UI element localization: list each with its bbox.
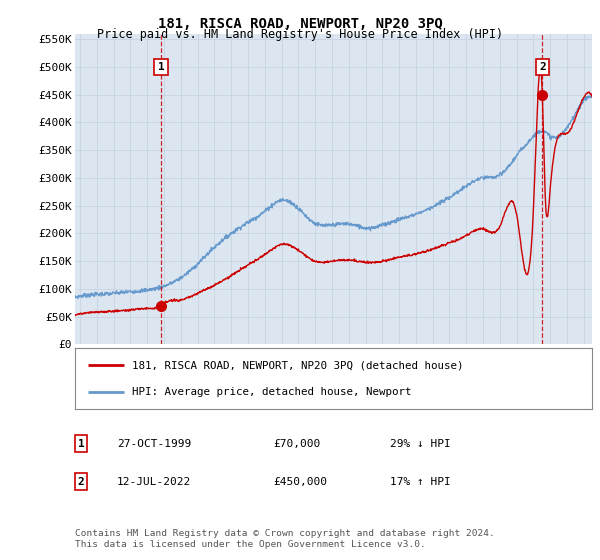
Text: 27-OCT-1999: 27-OCT-1999 — [117, 438, 191, 449]
Text: £70,000: £70,000 — [273, 438, 320, 449]
Text: 181, RISCA ROAD, NEWPORT, NP20 3PQ (detached house): 181, RISCA ROAD, NEWPORT, NP20 3PQ (deta… — [132, 360, 463, 370]
Text: 1: 1 — [77, 438, 85, 449]
Text: HPI: Average price, detached house, Newport: HPI: Average price, detached house, Newp… — [132, 387, 412, 397]
Text: 17% ↑ HPI: 17% ↑ HPI — [390, 477, 451, 487]
Text: 2: 2 — [77, 477, 85, 487]
Text: £450,000: £450,000 — [273, 477, 327, 487]
Text: 1: 1 — [158, 62, 164, 72]
Text: 29% ↓ HPI: 29% ↓ HPI — [390, 438, 451, 449]
Text: Price paid vs. HM Land Registry's House Price Index (HPI): Price paid vs. HM Land Registry's House … — [97, 28, 503, 41]
Text: 12-JUL-2022: 12-JUL-2022 — [117, 477, 191, 487]
Text: Contains HM Land Registry data © Crown copyright and database right 2024.
This d: Contains HM Land Registry data © Crown c… — [75, 529, 495, 549]
Text: 2: 2 — [539, 62, 546, 72]
Text: 181, RISCA ROAD, NEWPORT, NP20 3PQ: 181, RISCA ROAD, NEWPORT, NP20 3PQ — [158, 17, 442, 31]
